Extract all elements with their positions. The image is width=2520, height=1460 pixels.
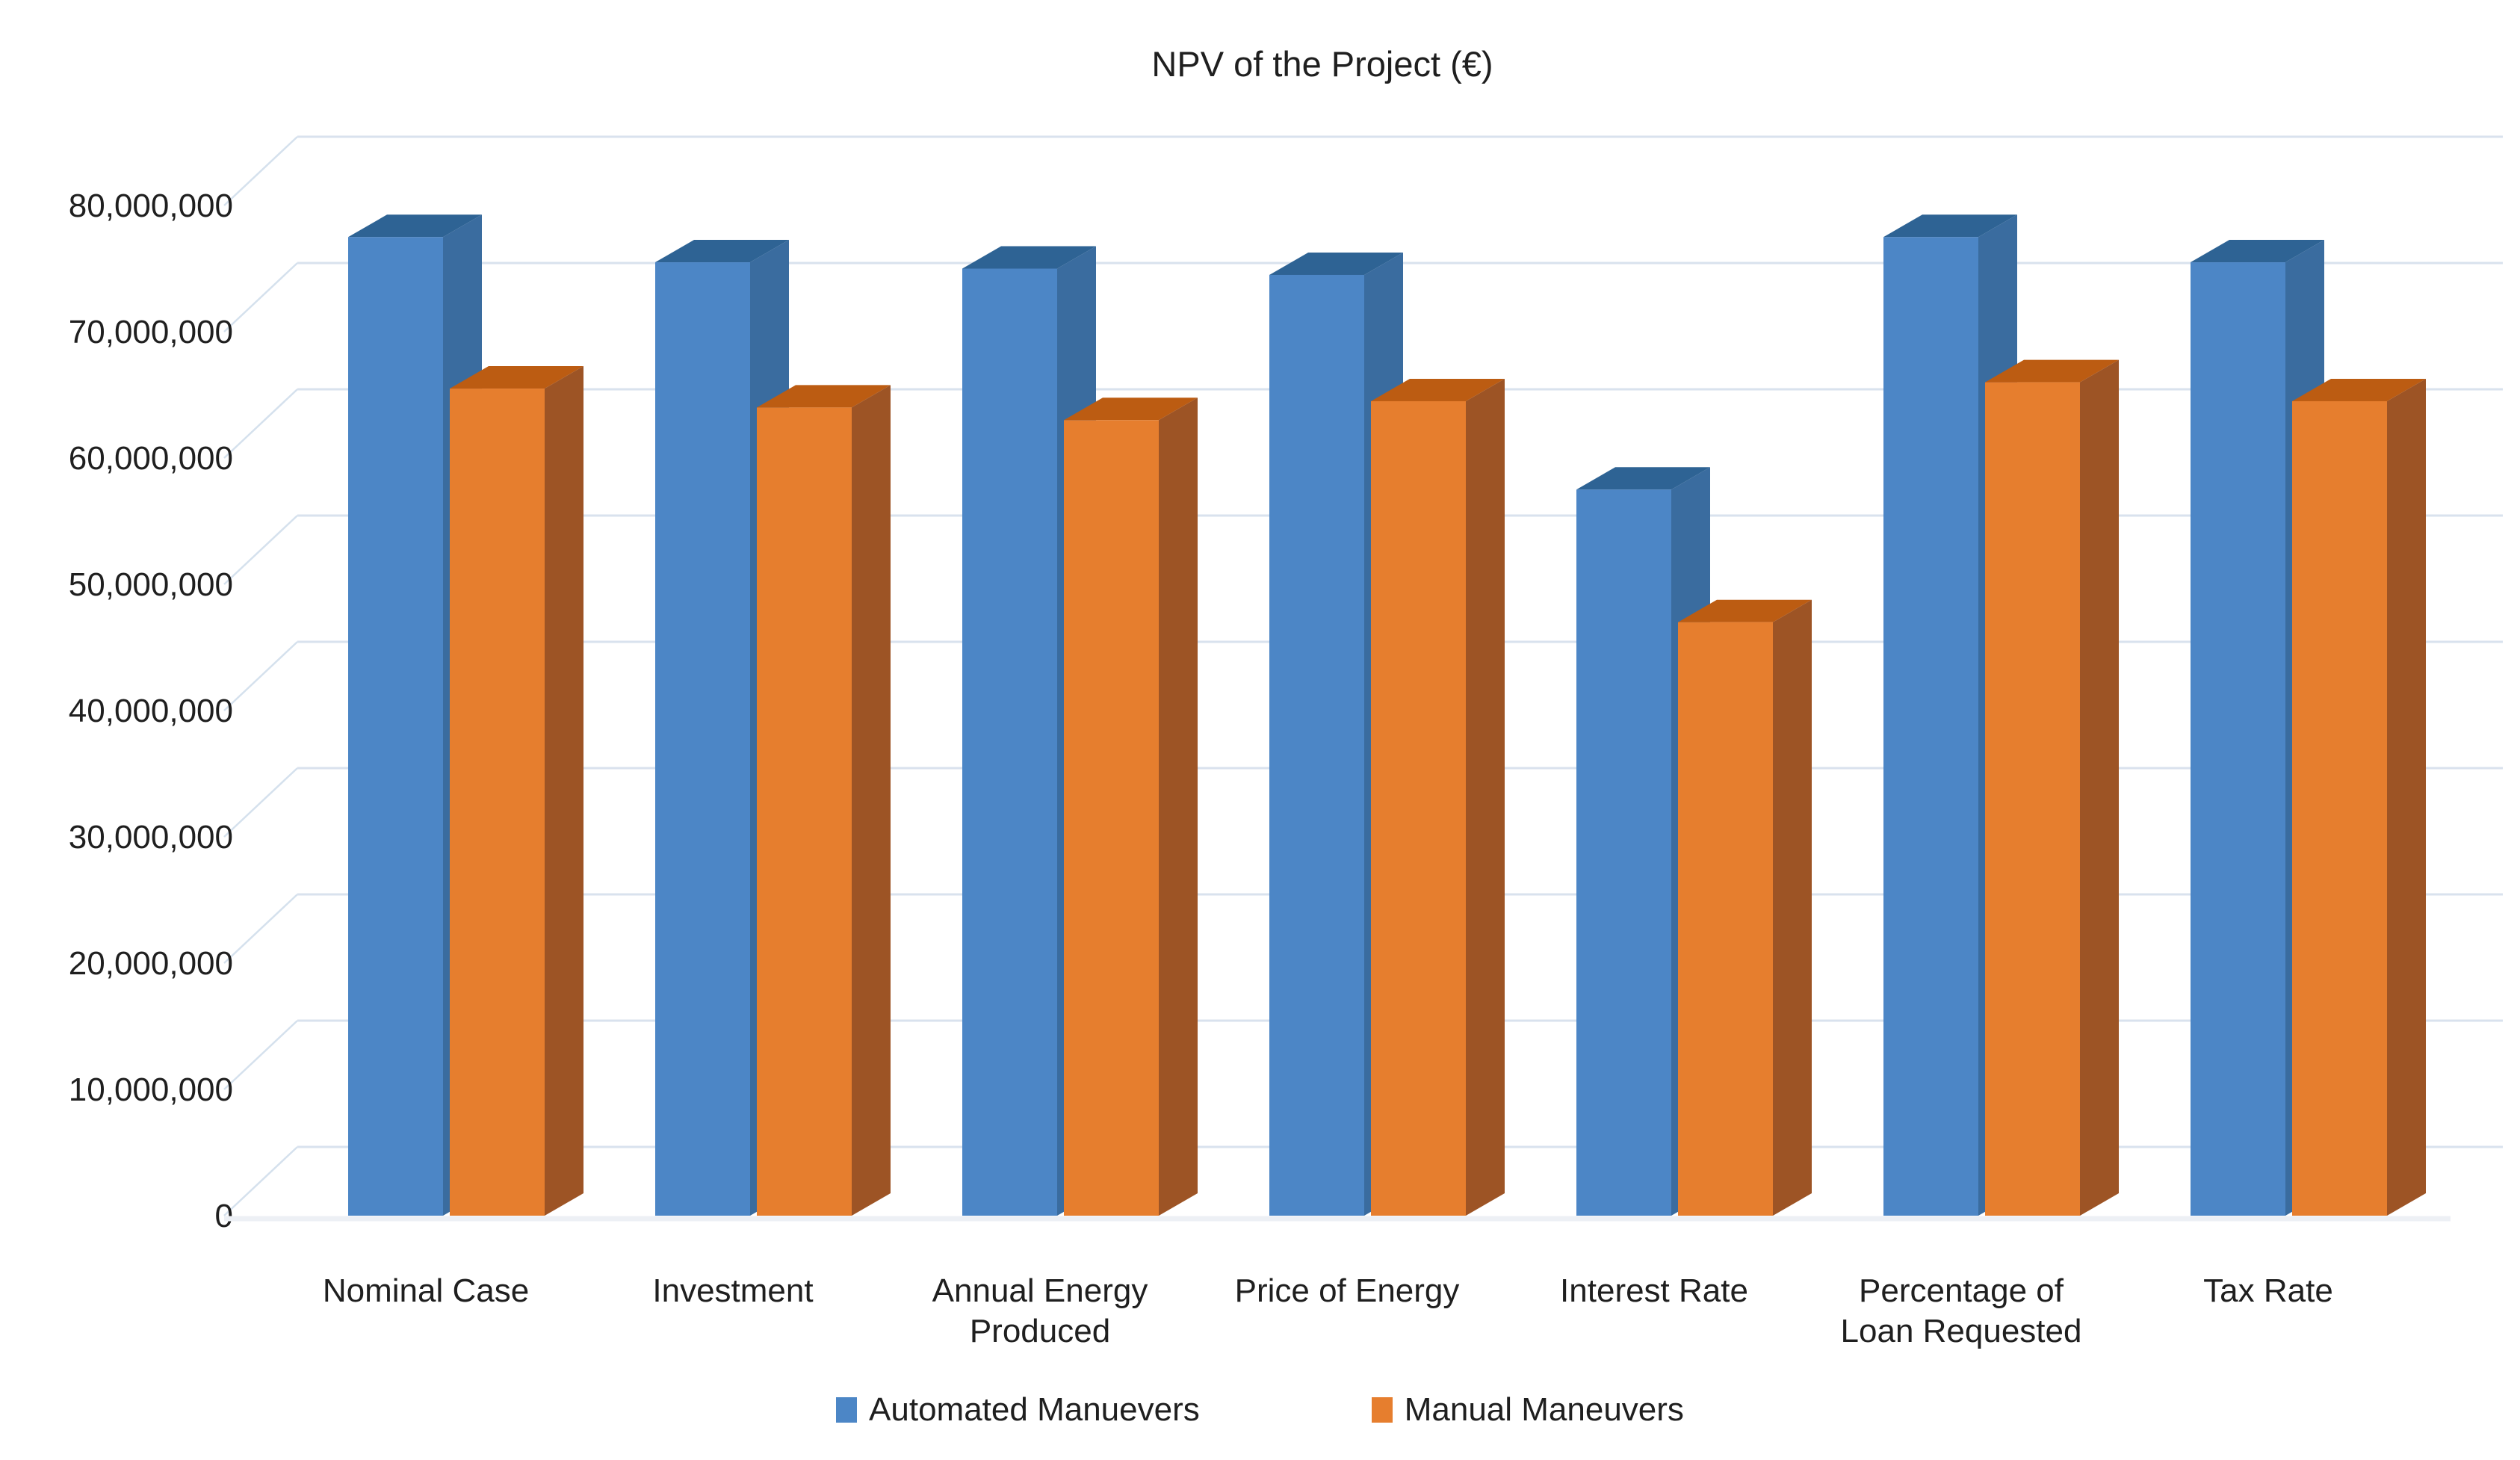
y-axis-tick-label: 60,000,000 [69,440,233,477]
x-axis-label-annual-energy-produced: Annual Energy Produced [932,1272,1148,1349]
bar-automated-manuevers-interest-rate [1576,489,1671,1216]
bar-automated-manuevers-nominal-case-top-face [348,214,482,238]
bar-automated-manuevers-investment-top-face [655,240,789,263]
bar-manual-maneuvers-percentage-of-loan-requested [1985,382,2080,1216]
bar-group-price-of-energy [1269,252,1505,1216]
chart-title: NPV of the Project (€) [1151,44,1493,84]
x-axis-label-nominal-case: Nominal Case [323,1272,529,1309]
bar-manual-maneuvers-investment [757,407,852,1216]
y-axis-tick-label: 80,000,000 [69,188,233,224]
bar-automated-manuevers-percentage-of-loan-requested [1883,237,1978,1216]
bar-manual-maneuvers-tax-rate-top-face [2292,378,2426,401]
bar-group-interest-rate [1576,467,1812,1216]
bar-manual-maneuvers-investment-top-face [757,385,891,408]
bar-automated-manuevers-annual-energy-produced-top-face [962,246,1096,269]
bar-manual-maneuvers-annual-energy-produced-side-face [1159,398,1198,1216]
bar-group-percentage-of-loan-requested [1883,214,2119,1216]
y-axis-tick-label: 40,000,000 [69,693,233,729]
bar-manual-maneuvers-annual-energy-produced-top-face [1064,398,1198,421]
bar-manual-maneuvers-percentage-of-loan-requested-side-face [2080,359,2119,1216]
bar-manual-maneuvers-annual-energy-produced [1064,420,1159,1216]
x-axis-label-investment: Investment [652,1272,813,1309]
bar-automated-manuevers-nominal-case [348,237,443,1216]
bar-group-nominal-case [348,214,583,1216]
bar-automated-manuevers-tax-rate [2191,262,2285,1216]
x-axis-label-percentage-of-loan-requested: Percentage of Loan Requested [1841,1272,2082,1349]
bar-group-annual-energy-produced [962,246,1198,1216]
legend-swatch-manual-icon [1371,1397,1393,1423]
bar-manual-maneuvers-tax-rate-side-face [2387,378,2426,1216]
bar-automated-manuevers-annual-energy-produced [962,268,1057,1216]
bar-manual-maneuvers-price-of-energy [1371,400,1466,1216]
bar-manual-maneuvers-tax-rate [2292,400,2387,1216]
bar-automated-manuevers-percentage-of-loan-requested-top-face [1883,214,2017,238]
wall-connector-line [223,389,298,459]
y-axis-tick-label: 50,000,000 [69,566,233,603]
bar-manual-maneuvers-price-of-energy-top-face [1371,378,1505,401]
legend-label-automated: Automated Manuevers [869,1391,1200,1428]
bar-manual-maneuvers-percentage-of-loan-requested-top-face [1985,359,2119,383]
bar-manual-maneuvers-interest-rate-top-face [1678,599,1812,622]
bar-automated-manuevers-investment [655,262,750,1216]
wall-connector-line [223,641,298,711]
bar-manual-maneuvers-nominal-case [450,389,545,1216]
x-axis-label-price-of-energy: Price of Energy [1235,1272,1460,1309]
bar-group-tax-rate [2191,240,2426,1216]
y-axis-tick-label: 30,000,000 [69,819,233,856]
y-axis-tick-label: 70,000,000 [69,314,233,350]
bar-manual-maneuvers-nominal-case-side-face [545,366,583,1216]
legend-swatch-automated-icon [836,1397,858,1423]
legend-item-manual-maneuvers: Manual Maneuvers [1371,1391,1684,1429]
wall-connector-line [223,515,298,585]
bar-manual-maneuvers-interest-rate-side-face [1773,599,1812,1216]
bar-group-investment [655,240,891,1216]
bar-automated-manuevers-interest-rate-top-face [1576,467,1710,490]
bar-automated-manuevers-price-of-energy [1269,274,1364,1216]
x-axis-label-interest-rate: Interest Rate [1560,1272,1748,1309]
legend-item-automated-manuevers: Automated Manuevers [836,1391,1200,1429]
wall-connector-line [223,136,298,206]
y-axis-tick-label: 10,000,000 [69,1071,233,1108]
bar-automated-manuevers-price-of-energy-top-face [1269,252,1403,275]
wall-connector-line [223,1146,298,1216]
y-axis-tick-label: 20,000,000 [69,945,233,982]
legend-label-manual: Manual Maneuvers [1404,1391,1684,1428]
wall-connector-line [223,894,298,964]
wall-connector-line [223,262,298,332]
bar-manual-maneuvers-interest-rate [1678,622,1773,1216]
bar-manual-maneuvers-nominal-case-top-face [450,366,583,389]
bar-manual-maneuvers-price-of-energy-side-face [1466,378,1505,1216]
x-axis-label-tax-rate: Tax Rate [2203,1272,2333,1309]
wall-connector-line [223,767,298,838]
bar-automated-manuevers-tax-rate-top-face [2191,240,2324,263]
legend: Automated Manuevers Manual Maneuvers [0,1391,2520,1429]
wall-connector-line [223,1020,298,1090]
bar-manual-maneuvers-investment-side-face [852,385,891,1216]
